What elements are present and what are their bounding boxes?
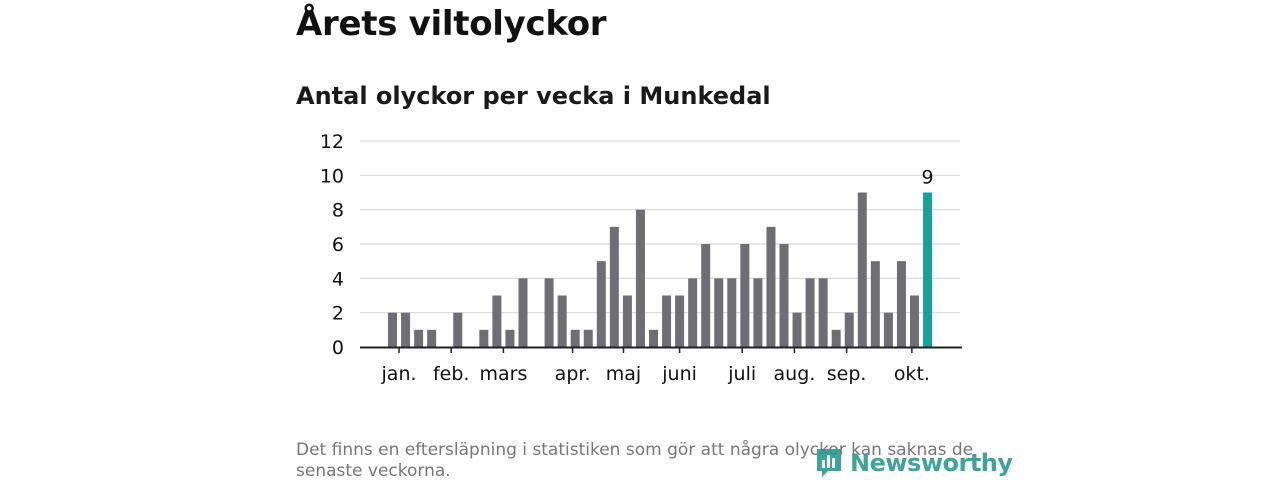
x-tick-label: juli xyxy=(727,363,756,385)
bar xyxy=(401,312,411,347)
bar xyxy=(453,312,463,347)
bar xyxy=(870,261,880,347)
bar xyxy=(583,329,593,347)
x-tick-label: okt. xyxy=(894,363,930,385)
newsworthy-logo-icon xyxy=(817,449,841,477)
bar xyxy=(753,278,763,347)
bar xyxy=(792,312,802,347)
bar xyxy=(714,278,724,347)
bar xyxy=(596,261,606,347)
bar xyxy=(622,295,632,347)
x-tick-label: feb. xyxy=(433,363,469,385)
y-tick-label: 0 xyxy=(332,337,344,359)
footnote: Det finns en eftersläpning i statistiken… xyxy=(296,440,974,481)
bar xyxy=(570,329,580,347)
y-tick-label: 6 xyxy=(332,234,344,256)
x-tick-label: juni xyxy=(661,363,697,385)
brand-name: Newsworthy xyxy=(850,449,1013,477)
bar xyxy=(544,278,554,347)
bar xyxy=(675,295,685,347)
bar xyxy=(818,278,828,347)
x-tick-label: mars xyxy=(479,363,527,385)
bar xyxy=(883,312,893,347)
bar xyxy=(388,312,397,347)
bar xyxy=(805,278,815,347)
bar xyxy=(518,278,528,347)
y-tick-label: 10 xyxy=(320,165,344,187)
y-tick-label: 12 xyxy=(320,131,344,153)
bar xyxy=(635,209,645,347)
bar xyxy=(857,192,867,347)
bar xyxy=(492,295,502,347)
bar xyxy=(766,226,776,347)
y-tick-label: 2 xyxy=(332,303,344,325)
bar xyxy=(727,278,737,347)
x-tick-label: maj xyxy=(606,363,641,385)
bar xyxy=(505,329,515,347)
x-tick-label: apr. xyxy=(555,363,591,385)
bar xyxy=(831,329,841,347)
bar-chart: 0 2 4 6 8 10 12 9 jan. feb. mars apr. maj juni juli aug… xyxy=(320,131,962,385)
bar xyxy=(414,329,424,347)
bar xyxy=(844,312,854,347)
chart-title: Antal olyckor per vecka i Munkedal xyxy=(296,82,771,110)
y-tick-label: 8 xyxy=(332,200,344,222)
bar xyxy=(609,226,619,347)
bar xyxy=(649,329,658,347)
x-tick-label: aug. xyxy=(774,363,816,385)
page-title: Årets viltolyckor xyxy=(296,4,607,44)
bar xyxy=(910,295,919,347)
data-label: 9 xyxy=(922,167,934,189)
x-tick-label: sep. xyxy=(827,363,867,385)
bar xyxy=(662,295,672,347)
bar xyxy=(557,295,567,347)
brand-logo: Newsworthy xyxy=(814,446,1013,480)
bar xyxy=(740,244,750,347)
x-tick-label: jan. xyxy=(381,363,417,385)
y-tick-label: 4 xyxy=(332,268,344,290)
bar-highlight xyxy=(923,192,933,347)
bar xyxy=(427,329,437,347)
bar xyxy=(779,244,789,347)
bar xyxy=(479,329,489,347)
bar xyxy=(701,244,711,347)
bar xyxy=(896,261,906,347)
bar xyxy=(688,278,698,347)
